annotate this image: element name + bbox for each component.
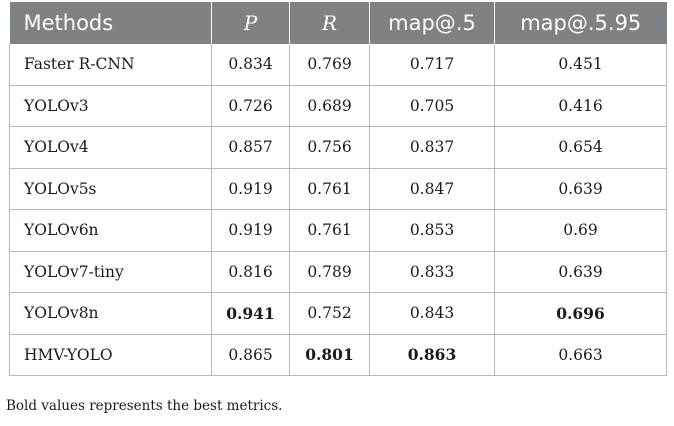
cell-method: YOLOv7-tiny [9, 250, 212, 293]
cell-method: YOLOv8n [9, 292, 212, 335]
cell-map5095: 0.639 [494, 167, 667, 210]
cell-map50: 0.863 [369, 333, 495, 376]
cell-p: 0.726 [211, 84, 290, 127]
cell-map5095: 0.663 [494, 333, 667, 376]
table-row: YOLOv4 0.857 0.756 0.837 0.654 [9, 126, 667, 169]
header-map50: map@.5 [369, 2, 495, 44]
cell-map5095: 0.451 [494, 44, 667, 86]
cell-map5095: 0.416 [494, 84, 667, 127]
cell-map50: 0.843 [369, 292, 495, 335]
table-footnote: Bold values represents the best metrics. [6, 398, 283, 414]
cell-map50: 0.853 [369, 209, 495, 252]
cell-map5095: 0.639 [494, 250, 667, 293]
cell-map5095: 0.696 [494, 292, 667, 335]
cell-p: 0.816 [211, 250, 290, 293]
cell-map50: 0.705 [369, 84, 495, 127]
cell-map50: 0.717 [369, 44, 495, 86]
cell-r: 0.761 [289, 167, 370, 210]
cell-p: 0.941 [211, 292, 290, 335]
header-methods: Methods [9, 2, 212, 44]
cell-p: 0.834 [211, 44, 290, 86]
table-body: Faster R-CNN 0.834 0.769 0.717 0.451 YOLOv3 0.… [9, 44, 667, 376]
table-row: YOLOv3 0.726 0.689 0.705 0.416 [9, 84, 667, 127]
cell-p: 0.865 [211, 333, 290, 376]
cell-r: 0.789 [289, 250, 370, 293]
cell-r: 0.769 [289, 44, 370, 86]
cell-r: 0.761 [289, 209, 370, 252]
cell-method: YOLOv5s [9, 167, 212, 210]
cell-method: YOLOv6n [9, 209, 212, 252]
cell-method: Faster R-CNN [9, 44, 212, 86]
cell-p: 0.857 [211, 126, 290, 169]
cell-r: 0.801 [289, 333, 370, 376]
cell-p: 0.919 [211, 167, 290, 210]
table-row: HMV-YOLO 0.865 0.801 0.863 0.663 [9, 333, 667, 376]
results-table: Methods P R map@.5 map@.5.95 Faster R-CN… [9, 2, 667, 376]
cell-method: HMV-YOLO [9, 333, 212, 376]
header-r: R [289, 2, 370, 44]
cell-r: 0.756 [289, 126, 370, 169]
cell-map50: 0.847 [369, 167, 495, 210]
cell-map50: 0.837 [369, 126, 495, 169]
table-header-row: Methods P R map@.5 map@.5.95 [9, 2, 667, 44]
header-p: P [211, 2, 290, 44]
cell-r: 0.752 [289, 292, 370, 335]
cell-map5095: 0.69 [494, 209, 667, 252]
cell-method: YOLOv3 [9, 84, 212, 127]
cell-map50: 0.833 [369, 250, 495, 293]
table-row: YOLOv6n 0.919 0.761 0.853 0.69 [9, 209, 667, 252]
results-table-container: Methods P R map@.5 map@.5.95 Faster R-CN… [9, 2, 667, 376]
table-row: YOLOv8n 0.941 0.752 0.843 0.696 [9, 292, 667, 335]
table-row: YOLOv7-tiny 0.816 0.789 0.833 0.639 [9, 250, 667, 293]
cell-r: 0.689 [289, 84, 370, 127]
table-row: YOLOv5s 0.919 0.761 0.847 0.639 [9, 167, 667, 210]
header-map5095: map@.5.95 [494, 2, 667, 44]
cell-p: 0.919 [211, 209, 290, 252]
cell-map5095: 0.654 [494, 126, 667, 169]
table-row: Faster R-CNN 0.834 0.769 0.717 0.451 [9, 44, 667, 86]
cell-method: YOLOv4 [9, 126, 212, 169]
